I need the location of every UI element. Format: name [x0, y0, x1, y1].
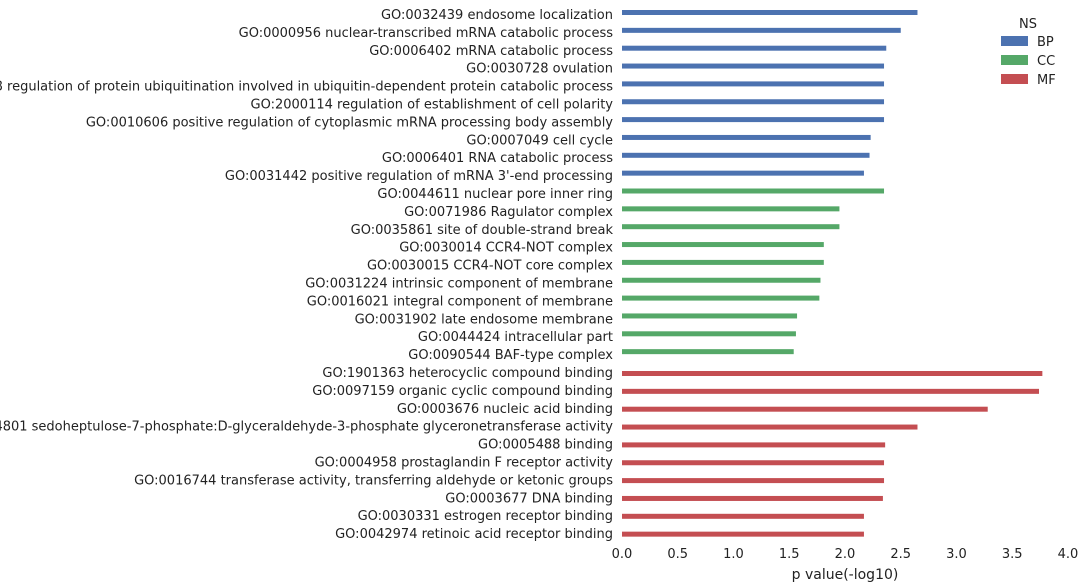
category-label-24: GO:0005488 binding — [478, 438, 613, 453]
bar-3 — [622, 63, 885, 69]
x-tick-label-6: 3.0 — [946, 547, 967, 562]
x-axis-label: p value(-log10) — [792, 567, 899, 583]
legend-swatch-cc — [1001, 55, 1028, 65]
legend-label-mf: MF — [1037, 73, 1056, 88]
category-label-1: GO:0000956 nuclear-transcribed mRNA cata… — [239, 26, 614, 41]
x-tick-label-3: 1.5 — [779, 547, 800, 562]
bar-27 — [622, 495, 883, 501]
bar-20 — [622, 371, 1043, 376]
category-labels-layer: GO:0032439 endosome localization GO:00009… — [0, 8, 613, 542]
category-label-28: GO:0030331 estrogen receptor binding — [358, 509, 613, 524]
bar-11 — [622, 206, 840, 212]
bar-23 — [622, 424, 918, 430]
x-tick-label-0: 0.0 — [612, 547, 633, 562]
bar-25 — [622, 460, 885, 466]
bar-4 — [622, 81, 885, 87]
bar-2 — [622, 45, 887, 51]
x-tick-label-4: 2.0 — [835, 547, 856, 562]
category-label-2: GO:0006402 mRNA catabolic process — [369, 44, 613, 59]
category-label-29: GO:0042974 retinoic acid receptor bindin… — [335, 527, 613, 542]
category-label-0: GO:0032439 endosome localization — [381, 8, 613, 23]
legend-title: NS — [1019, 17, 1037, 32]
bar-28 — [622, 513, 864, 519]
x-tick-label-2: 1.0 — [723, 547, 744, 562]
bar-6 — [622, 117, 885, 123]
category-label-20: GO:1901363 heterocyclic compound binding — [322, 366, 613, 381]
category-label-22: GO:0003676 nucleic acid binding — [397, 402, 613, 417]
category-label-7: GO:0007049 cell cycle — [466, 133, 613, 148]
category-label-26: GO:0016744 transferase activity, transfe… — [134, 473, 613, 488]
category-label-23: GO:0004801 sedoheptulose-7-phosphate:D-g… — [0, 420, 613, 435]
bar-22 — [622, 406, 988, 412]
category-label-11: GO:0071986 Ragulator complex — [404, 205, 613, 220]
bar-15 — [622, 277, 821, 283]
bar-14 — [622, 259, 824, 265]
category-label-14: GO:0030015 CCR4-NOT core complex — [367, 259, 613, 274]
bar-0 — [622, 10, 918, 15]
category-label-12: GO:0035861 site of double-strand break — [351, 223, 614, 238]
category-label-6: GO:0010606 positive regulation of cytopl… — [86, 115, 613, 130]
category-label-21: GO:0097159 organic cyclic compound bindi… — [312, 384, 613, 399]
x-tick-label-1: 0.5 — [667, 547, 688, 562]
bar-12 — [622, 224, 840, 230]
category-label-25: GO:0004958 prostaglandin F receptor acti… — [315, 456, 614, 471]
bar-29 — [622, 531, 864, 537]
bar-16 — [622, 295, 820, 301]
bar-19 — [622, 349, 794, 355]
bar-7 — [622, 134, 871, 140]
legend: NS BP CC MF — [1001, 17, 1056, 88]
bar-8 — [622, 152, 870, 158]
category-label-17: GO:0031902 late endosome membrane — [355, 312, 613, 327]
legend-swatch-bp — [1001, 36, 1028, 46]
bar-10 — [622, 188, 885, 194]
x-tick-label-7: 3.5 — [1002, 547, 1023, 562]
category-label-27: GO:0003677 DNA binding — [445, 491, 613, 506]
bar-17 — [622, 313, 798, 319]
category-label-10: GO:0044611 nuclear pore inner ring — [377, 187, 613, 202]
bar-24 — [622, 442, 886, 448]
bar-21 — [622, 388, 1040, 394]
category-label-19: GO:0090544 BAF-type complex — [408, 348, 613, 363]
bar-9 — [622, 170, 864, 176]
bar-5 — [622, 99, 885, 105]
bar-13 — [622, 242, 824, 248]
legend-label-bp: BP — [1037, 35, 1054, 50]
x-axis-ticks-layer: 0.0 0.5 1.0 1.5 2.0 2.5 3.0 3.5 4.0 — [612, 547, 1079, 562]
category-label-5: GO:2000114 regulation of establishment o… — [251, 98, 614, 113]
bar-26 — [622, 478, 885, 484]
bars-layer — [622, 10, 1043, 537]
category-label-18: GO:0044424 intracellular part — [418, 330, 613, 345]
category-label-3: GO:0030728 ovulation — [466, 62, 613, 77]
category-label-8: GO:0006401 RNA catabolic process — [382, 151, 613, 166]
category-label-16: GO:0016021 integral component of membran… — [307, 294, 613, 309]
category-label-4: GO:2000058 regulation of protein ubiquit… — [0, 80, 613, 95]
bar-18 — [622, 331, 796, 337]
legend-label-cc: CC — [1037, 54, 1055, 69]
bar-1 — [622, 27, 901, 33]
category-label-13: GO:0030014 CCR4-NOT complex — [399, 241, 613, 256]
x-tick-label-8: 4.0 — [1058, 547, 1079, 562]
x-tick-label-5: 2.5 — [890, 547, 911, 562]
category-label-9: GO:0031442 positive regulation of mRNA 3… — [225, 169, 613, 184]
category-label-15: GO:0031224 intrinsic component of membra… — [305, 277, 613, 292]
legend-swatch-mf — [1001, 74, 1028, 84]
